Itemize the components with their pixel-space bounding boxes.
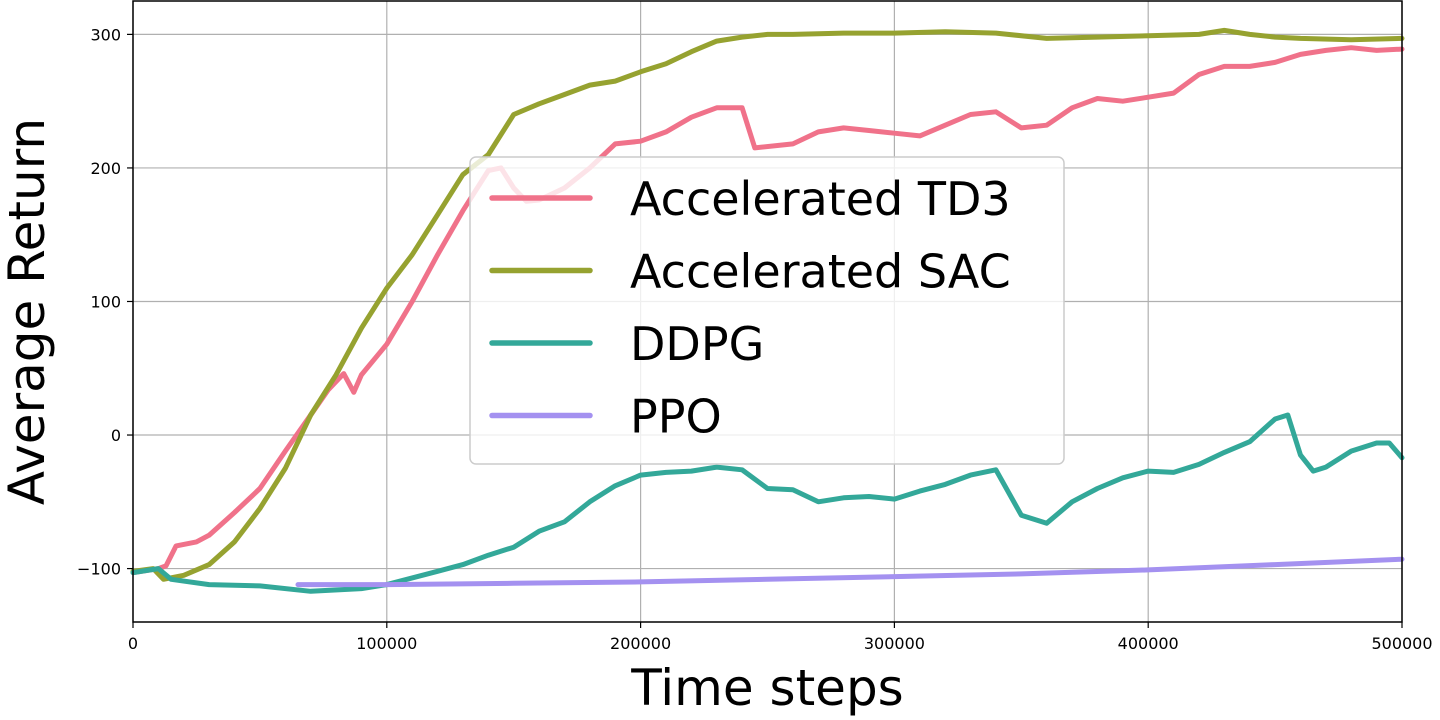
y-axis-label: Average Return — [0, 118, 56, 505]
legend-label: DDPG — [630, 317, 764, 371]
legend-box — [469, 156, 1065, 465]
plot-frame — [132, 0, 1403, 623]
legend-label: Accelerated SAC — [630, 245, 1011, 299]
y-tick-label: 100 — [90, 292, 121, 311]
legend-label: Accelerated TD3 — [630, 172, 1011, 226]
legend-label: PPO — [630, 390, 722, 444]
x-tick-label: 100000 — [356, 634, 417, 653]
y-tick-label: 200 — [90, 159, 121, 178]
y-tick-label: −100 — [77, 560, 121, 579]
x-tick-label: 500000 — [1371, 634, 1432, 653]
x-tick-label: 300000 — [864, 634, 925, 653]
x-tick-label: 200000 — [610, 634, 671, 653]
x-tick-label: 400000 — [1118, 634, 1179, 653]
series-line-1 — [130, 27, 1405, 582]
x-axis-label: Time steps — [630, 659, 903, 717]
series-line-3 — [295, 556, 1405, 588]
y-tick-label: 0 — [111, 426, 121, 445]
axis-ticks: 0 100000 200000 300000 400000 500000 −100 0 100 2… — [77, 25, 1432, 653]
legend: Accelerated TD3 Accelerated SAC DDPG PPO — [469, 156, 1065, 465]
series-lines — [130, 27, 1405, 594]
x-tick-label: 0 — [128, 634, 138, 653]
series-line-2 — [130, 412, 1405, 594]
y-tick-label: 300 — [90, 25, 121, 44]
